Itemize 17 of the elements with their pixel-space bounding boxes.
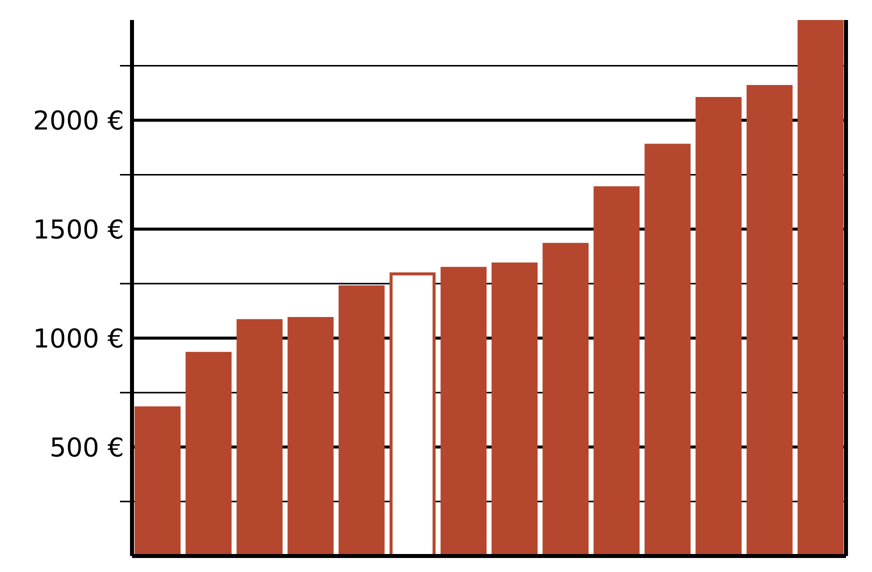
y-tick-label: 1000 €: [33, 324, 124, 354]
bar: [186, 352, 232, 556]
bar: [594, 186, 640, 556]
bar: [440, 266, 487, 556]
y-tick-label: 2000 €: [33, 106, 124, 136]
bar: [746, 84, 793, 556]
bar: [696, 96, 742, 556]
bar: [542, 242, 589, 556]
bar: [134, 406, 181, 556]
y-tick-label: 500 €: [50, 433, 124, 464]
bar: [288, 317, 334, 556]
y-tick-label: 1500 €: [33, 215, 124, 246]
bar: [492, 262, 538, 556]
bar: [390, 272, 436, 556]
bar: [644, 144, 691, 556]
bar: [338, 285, 385, 556]
bar: [236, 319, 283, 556]
